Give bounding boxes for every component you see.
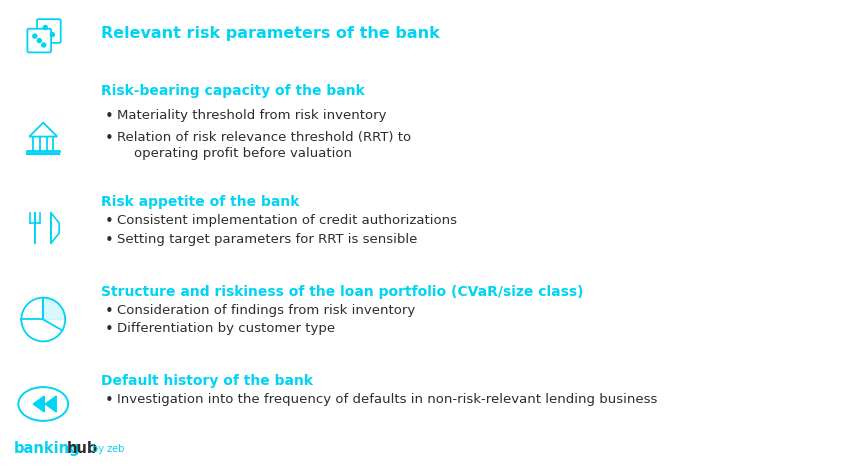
FancyBboxPatch shape [28,29,51,52]
Text: •: • [105,393,114,408]
Text: •: • [105,131,114,146]
Circle shape [37,39,41,43]
Text: Materiality threshold from risk inventory: Materiality threshold from risk inventor… [117,109,386,122]
Text: banking: banking [13,441,80,456]
Polygon shape [45,396,56,412]
Circle shape [43,25,47,30]
Polygon shape [34,396,44,412]
Polygon shape [43,298,65,320]
Text: Structure and riskiness of the loan portfolio (CVaR/size class): Structure and riskiness of the loan port… [101,285,583,299]
Text: Investigation into the frequency of defaults in non-risk-relevant lending busine: Investigation into the frequency of defa… [117,393,657,406]
Text: Differentiation by customer type: Differentiation by customer type [117,322,335,336]
Circle shape [33,34,37,38]
Text: Setting target parameters for RRT is sensible: Setting target parameters for RRT is sen… [117,233,417,246]
Text: Default history of the bank: Default history of the bank [101,374,313,388]
Text: Risk appetite of the bank: Risk appetite of the bank [101,195,299,209]
Circle shape [50,32,54,37]
Text: •: • [105,109,114,124]
Text: •: • [105,322,114,337]
Text: Relation of risk relevance threshold (RRT) to
    operating profit before valuat: Relation of risk relevance threshold (RR… [117,131,411,160]
Circle shape [41,43,46,47]
FancyBboxPatch shape [37,19,60,43]
Text: •: • [105,233,114,248]
Text: Risk-bearing capacity of the bank: Risk-bearing capacity of the bank [101,84,364,98]
Text: Relevant risk parameters of the bank: Relevant risk parameters of the bank [101,26,439,41]
Text: hub: hub [67,441,98,456]
Text: Consistent implementation of credit authorizations: Consistent implementation of credit auth… [117,214,456,227]
Text: •: • [105,214,114,229]
Text: by zeb: by zeb [92,444,124,454]
Text: Consideration of findings from risk inventory: Consideration of findings from risk inve… [117,304,415,317]
Text: •: • [105,304,114,319]
